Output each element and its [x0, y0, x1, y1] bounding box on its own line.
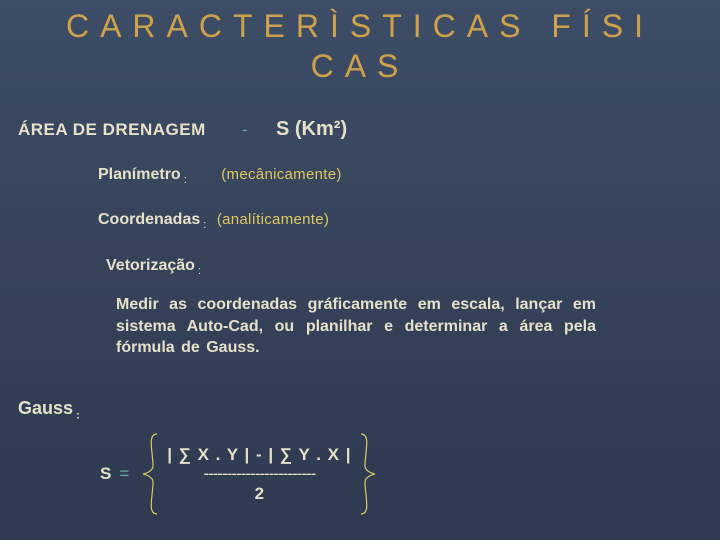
formula-equals: =	[119, 464, 129, 484]
row-coordenadas: Coordenadas : (analíticamente)	[98, 211, 329, 231]
coordenadas-note: (analíticamente)	[217, 211, 329, 228]
section-area-drenagem: ÁREA DE DRENAGEM	[18, 120, 206, 140]
planimetro-label: Planímetro	[98, 166, 181, 183]
formula-S: S	[100, 464, 111, 484]
colon: :	[200, 219, 206, 231]
gauss-text: Gauss	[18, 398, 73, 418]
title-line1: CARACTERÌSTICAS FÍSI	[66, 8, 654, 44]
colon: :	[181, 174, 187, 186]
vetorizacao-label: Vetorização	[106, 257, 195, 274]
title-line2: CAS	[311, 48, 410, 84]
vetorizacao-paragraph: Medir as coordenadas gráficamente em esc…	[116, 294, 596, 359]
section-dash: -	[242, 120, 248, 140]
formula-numerator: | ∑ X . Y | - | ∑ Y . X |	[167, 444, 351, 465]
formula-braces: | ∑ X . Y | - | ∑ Y . X | --------------…	[139, 432, 379, 516]
right-brace-icon	[357, 432, 379, 516]
slide-title: CARACTERÌSTICAS FÍSI CAS	[0, 0, 720, 86]
colon: :	[73, 410, 80, 422]
row-planimetro: Planímetro : (mecânicamente)	[98, 166, 342, 186]
left-brace-icon	[139, 432, 161, 516]
section-measure: S (Km²)	[276, 118, 347, 141]
formula-divider: ------------------------	[203, 463, 315, 484]
colon: :	[195, 265, 201, 277]
formula-fraction: | ∑ X . Y | - | ∑ Y . X | --------------…	[167, 444, 351, 504]
coordenadas-label: Coordenadas	[98, 211, 200, 228]
gauss-formula: S = | ∑ X . Y | - | ∑ Y . X | ----------…	[100, 432, 379, 516]
planimetro-note: (mecânicamente)	[221, 166, 341, 183]
row-vetorizacao: Vetorização :	[106, 257, 201, 277]
formula-denominator: 2	[255, 483, 264, 504]
gauss-label: Gauss :	[18, 398, 80, 422]
